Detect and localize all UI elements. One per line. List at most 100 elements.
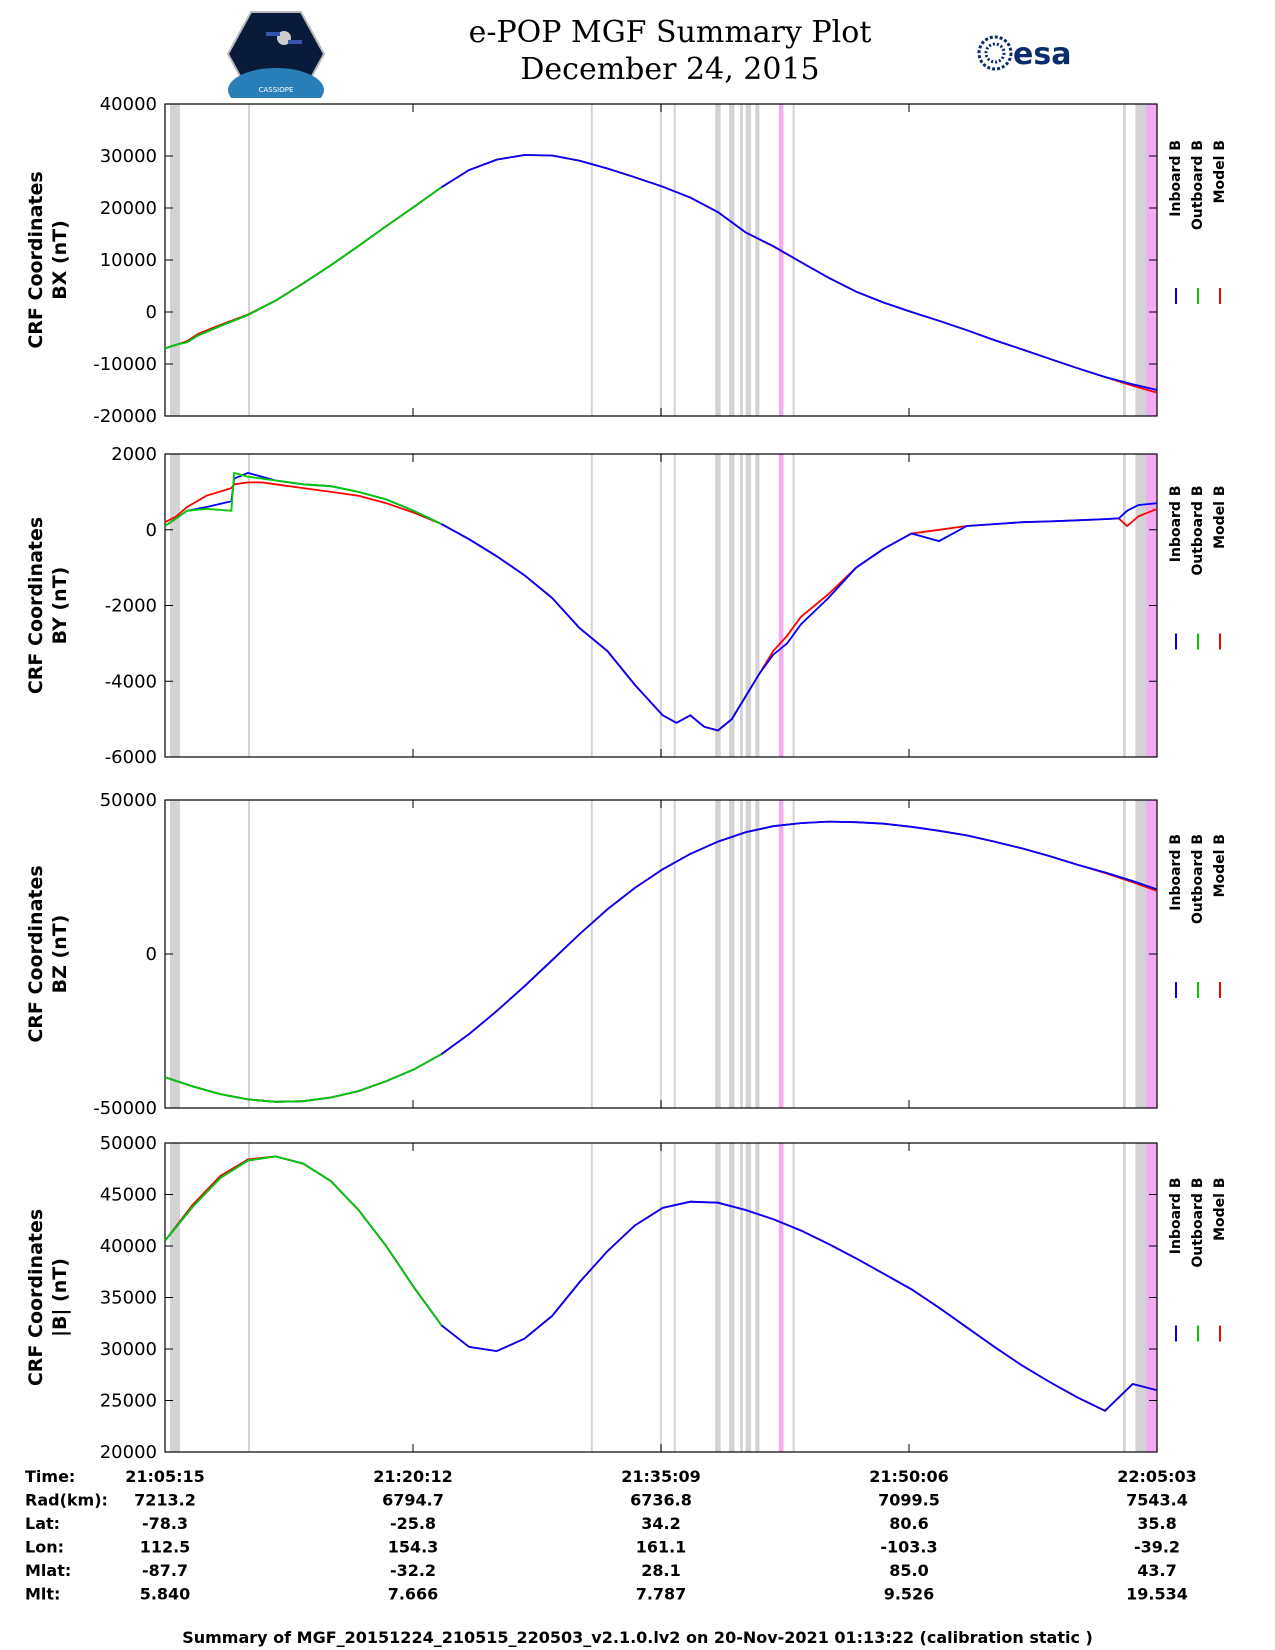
ephem-value-3-2: 80.6 (889, 1514, 928, 1533)
ytick-label-bx-5: -10000 (93, 354, 157, 375)
gray-band-by-5 (715, 454, 721, 757)
ytick-label-bmag-6: 20000 (100, 1442, 157, 1463)
gray-band-by-6 (729, 454, 735, 757)
gray-band-bx-9 (755, 104, 760, 416)
ytick-label-bmag-2: 40000 (100, 1236, 157, 1257)
ephem-value-3-5: 9.526 (884, 1585, 935, 1604)
gray-band-by-13 (1135, 454, 1147, 757)
plot-title: e-POP MGF Summary Plot (468, 15, 872, 50)
gray-band-bz-7 (740, 800, 743, 1108)
ephem-value-1-4: -32.2 (390, 1561, 436, 1580)
gray-band-bmag-6 (729, 1143, 735, 1452)
ephem-value-2-4: 28.1 (641, 1561, 680, 1580)
ytick-label-by-0: 2000 (111, 444, 157, 465)
ephem-value-2-3: 161.1 (636, 1538, 687, 1557)
gray-band-bmag-13 (1135, 1143, 1147, 1452)
ytick-label-bz-1: 0 (146, 944, 157, 965)
ephem-value-3-0: 21:50:06 (869, 1467, 949, 1486)
ephem-value-0-5: 5.840 (140, 1585, 191, 1604)
ytick-label-by-3: -4000 (105, 671, 157, 692)
ytick-label-bmag-3: 35000 (100, 1288, 157, 1309)
gray-band-by-2 (590, 454, 593, 757)
gray-band-by-4 (673, 454, 676, 757)
ylabel-by: CRF Coordinates BY (nT) (25, 517, 71, 694)
series-outboard-bmag (164, 1155, 443, 1326)
ytick-label-bmag-1: 45000 (100, 1185, 157, 1206)
gray-band-bz-3 (659, 800, 662, 1108)
gray-band-bz-2 (590, 800, 593, 1108)
ytick-label-bx-1: 30000 (100, 146, 157, 167)
ephem-value-4-2: 35.8 (1137, 1514, 1176, 1533)
ytick-label-by-2: -2000 (105, 596, 157, 617)
ephem-value-1-2: -25.8 (390, 1514, 436, 1533)
ephem-value-0-3: 112.5 (140, 1538, 191, 1557)
legend-label-bmag-1: Outboard B (1190, 1178, 1206, 1268)
ephem-value-2-0: 21:35:09 (621, 1467, 701, 1486)
ytick-label-by-4: -6000 (105, 747, 157, 768)
gray-band-bmag-2 (590, 1143, 593, 1452)
ytick-label-bz-0: 50000 (100, 790, 157, 811)
esa-logo-text: esa (1013, 37, 1071, 72)
plot-date: December 24, 2015 (520, 52, 820, 87)
ephem-value-1-3: 154.3 (388, 1538, 439, 1557)
ephem-value-2-5: 7.787 (636, 1585, 687, 1604)
gray-band-by-1 (247, 454, 250, 757)
ephem-label-3: Lon: (25, 1538, 64, 1557)
ephem-value-2-1: 6736.8 (630, 1491, 692, 1510)
ytick-label-bmag-0: 50000 (100, 1133, 157, 1154)
legend-label-bmag-2: Model B (1212, 1178, 1228, 1241)
gray-band-bx-3 (659, 104, 662, 416)
ytick-label-bmag-4: 30000 (100, 1339, 157, 1360)
ephem-value-1-0: 21:20:12 (373, 1467, 453, 1486)
ephem-value-4-1: 7543.4 (1126, 1491, 1188, 1510)
cassiope-logo-text: CASSIOPE (259, 86, 294, 94)
gray-band-bz-11 (792, 800, 795, 1108)
ephem-value-1-5: 7.666 (388, 1585, 439, 1604)
legend-label-by-1: Outboard B (1190, 486, 1206, 576)
ephem-value-0-0: 21:05:15 (125, 1467, 205, 1486)
ylabel-bmag: CRF Coordinates |B| (nT) (25, 1209, 71, 1386)
ephem-label-1: Rad(km): (25, 1491, 108, 1510)
gray-band-bmag-7 (740, 1143, 743, 1452)
ephem-value-0-1: 7213.2 (134, 1491, 196, 1510)
ephem-value-3-3: -103.3 (880, 1538, 937, 1557)
ephem-label-5: Mlt: (25, 1585, 60, 1604)
gray-band-by-8 (745, 454, 752, 757)
gray-band-bmag-3 (659, 1143, 662, 1452)
gray-band-by-3 (659, 454, 662, 757)
legend-label-bz-0: Inboard B (1168, 834, 1184, 911)
gray-band-bx-6 (729, 104, 735, 416)
ephem-value-3-4: 85.0 (889, 1561, 928, 1580)
gray-band-bz-4 (673, 800, 676, 1108)
gray-band-by-11 (792, 454, 795, 757)
pink-band-bmag-0 (778, 1143, 784, 1452)
ephem-value-4-4: 43.7 (1137, 1561, 1176, 1580)
gray-band-bmag-5 (715, 1143, 721, 1452)
legend-label-bmag-0: Inboard B (1168, 1178, 1184, 1255)
footer-summary: Summary of MGF_20151224_210515_220503_v2… (182, 1628, 1093, 1647)
gray-band-bmag-0 (169, 1143, 180, 1452)
gray-band-bmag-9 (755, 1143, 760, 1452)
ephem-label-4: Mlat: (25, 1561, 71, 1580)
gray-band-bx-11 (792, 104, 795, 416)
ephem-value-0-2: -78.3 (142, 1514, 188, 1533)
pink-band-bx-0 (778, 104, 784, 416)
gray-band-bx-12 (1122, 104, 1126, 416)
gray-band-bmag-4 (673, 1143, 676, 1452)
ytick-label-bx-0: 40000 (100, 94, 157, 115)
ytick-label-bx-3: 10000 (100, 250, 157, 271)
gray-band-by-9 (755, 454, 760, 757)
ephem-label-0: Time: (25, 1467, 75, 1486)
legend-label-by-0: Inboard B (1168, 486, 1184, 563)
legend-label-bx-2: Model B (1212, 140, 1228, 203)
gray-band-by-7 (740, 454, 743, 757)
gray-band-bx-13 (1135, 104, 1147, 416)
gray-band-bx-4 (673, 104, 676, 416)
gray-band-bx-2 (590, 104, 593, 416)
ephem-value-2-2: 34.2 (641, 1514, 680, 1533)
gray-band-bz-8 (745, 800, 752, 1108)
legend-label-by-2: Model B (1212, 486, 1228, 549)
ephem-value-1-1: 6794.7 (382, 1491, 444, 1510)
gray-band-bmag-8 (745, 1143, 752, 1452)
gray-band-bmag-12 (1122, 1143, 1126, 1452)
